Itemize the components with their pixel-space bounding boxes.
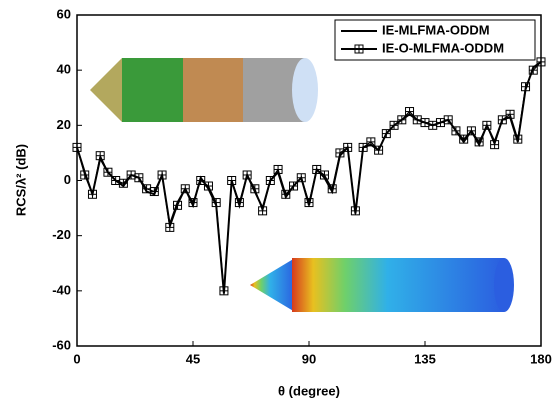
legend-label: IE-O-MLFMA-ODDM (382, 40, 504, 55)
marker (343, 142, 353, 152)
x-axis-label: θ (degree) (278, 383, 340, 398)
x-tick-label: 135 (414, 351, 436, 366)
y-tick-label: 60 (57, 6, 71, 21)
legend-label: IE-MLFMA-ODDM (382, 22, 490, 37)
marker (188, 198, 198, 208)
marker (312, 164, 322, 174)
marker (250, 184, 260, 194)
marker (95, 151, 105, 161)
marker (358, 142, 368, 152)
x-tick-label: 180 (530, 351, 552, 366)
marker (459, 134, 469, 144)
marker (242, 170, 252, 180)
y-tick-label: 20 (57, 117, 71, 132)
marker (466, 126, 476, 136)
marker (397, 115, 407, 125)
marker (149, 187, 159, 197)
marker (319, 170, 329, 180)
marker (528, 65, 538, 75)
marker (505, 109, 515, 119)
marker (134, 173, 144, 183)
marker (335, 148, 345, 158)
marker (451, 126, 461, 136)
marker (157, 170, 167, 180)
y-tick-label: 0 (64, 172, 71, 187)
marker (474, 137, 484, 147)
marker (72, 142, 82, 152)
marker (273, 164, 283, 174)
marker (118, 178, 128, 188)
marker (497, 115, 507, 125)
marker (258, 206, 268, 216)
marker (513, 134, 523, 144)
marker (536, 57, 546, 67)
legend-box (334, 19, 536, 61)
marker (289, 181, 299, 191)
y-tick-label: -60 (52, 337, 71, 352)
marker (405, 107, 415, 117)
y-tick-label: -40 (52, 282, 71, 297)
marker (80, 170, 90, 180)
marker (281, 189, 291, 199)
marker (103, 167, 113, 177)
inset-bottom (250, 258, 514, 312)
marker (389, 120, 399, 130)
marker (366, 137, 376, 147)
marker (350, 206, 360, 216)
marker (180, 184, 190, 194)
marker (420, 118, 430, 128)
marker (521, 82, 531, 92)
marker (435, 118, 445, 128)
marker (196, 176, 206, 185)
x-tick-label: 90 (302, 351, 316, 366)
x-tick-label: 0 (73, 351, 80, 366)
marker (327, 184, 337, 194)
marker (304, 198, 314, 208)
marker (428, 120, 438, 130)
marker (374, 145, 384, 155)
marker (296, 173, 306, 183)
marker (381, 129, 391, 139)
marker (87, 189, 97, 199)
legend-marker (354, 44, 364, 54)
marker (211, 198, 221, 208)
y-tick-label: -20 (52, 227, 71, 242)
marker (219, 286, 229, 296)
marker (173, 200, 183, 210)
inset-top (90, 58, 318, 122)
marker (234, 198, 244, 208)
y-axis-label: RCS/λ² (dB) (13, 144, 28, 216)
x-tick-label: 45 (186, 351, 200, 366)
y-tick-label: 40 (57, 62, 71, 77)
marker (482, 120, 492, 130)
marker (443, 115, 453, 125)
marker (490, 140, 500, 150)
marker (203, 181, 213, 191)
marker (265, 176, 275, 185)
marker (165, 222, 175, 232)
marker (227, 176, 237, 185)
